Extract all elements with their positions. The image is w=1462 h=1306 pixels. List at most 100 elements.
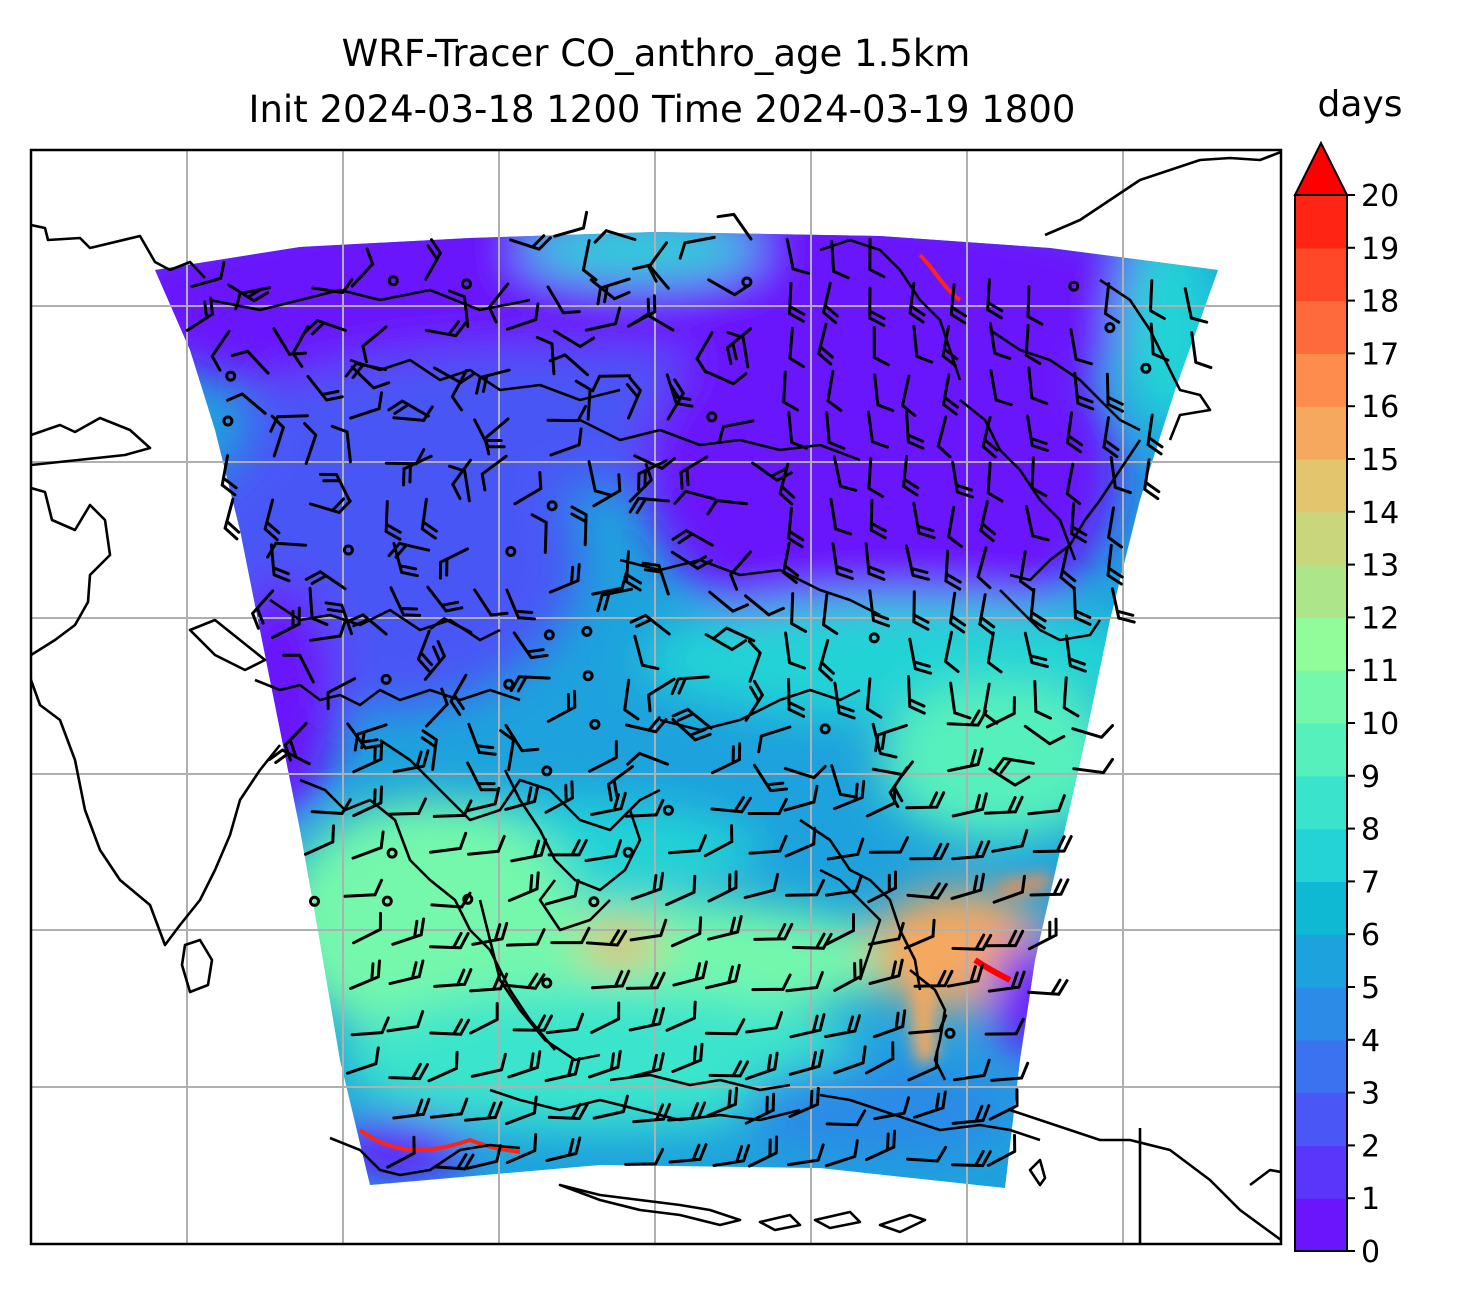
wind-barb — [433, 968, 473, 988]
wind-barb — [949, 283, 967, 325]
wind-barbs — [185, 210, 1213, 1171]
wind-barb — [825, 913, 855, 946]
colorbar-tick-label: 2 — [1361, 1129, 1380, 1164]
colorbar-tick-label: 1 — [1361, 1182, 1380, 1217]
wind-barb — [679, 455, 709, 490]
wind-barb — [1027, 366, 1049, 405]
wind-barb — [949, 591, 967, 634]
wind-barb — [549, 427, 583, 457]
wind-barb — [392, 1097, 431, 1120]
wind-barb — [830, 764, 858, 799]
wind-barb — [592, 473, 622, 508]
colorbar-tick-label: 15 — [1361, 443, 1399, 478]
wind-barb — [873, 373, 895, 412]
wind-barb — [384, 500, 402, 541]
wind-barb — [912, 590, 930, 631]
calm-wind-marker — [342, 544, 354, 556]
calm-wind-marker — [546, 500, 558, 512]
wind-barb — [942, 373, 959, 416]
wind-barb — [624, 1148, 665, 1166]
wind-barb — [544, 780, 574, 814]
wind-barb — [822, 593, 839, 635]
wind-barb — [629, 918, 668, 942]
wind-barb — [785, 971, 824, 993]
wind-barb — [1027, 978, 1069, 996]
wind-barb — [628, 496, 670, 515]
calm-wind-marker — [503, 678, 515, 690]
wind-barb — [665, 1000, 697, 1032]
wind-barb — [988, 1088, 1019, 1121]
wind-barb — [475, 368, 511, 395]
wind-barb — [530, 513, 548, 554]
wind-barb — [873, 1096, 911, 1121]
colorbar-unit-label: days — [1318, 84, 1403, 125]
wind-barb — [1190, 331, 1213, 370]
wind-barb — [988, 322, 1012, 360]
wind-barb — [505, 1095, 538, 1126]
wind-barb — [1102, 416, 1120, 459]
wind-barb — [466, 761, 499, 792]
calm-wind-marker — [588, 896, 600, 908]
wind-barb — [1023, 631, 1049, 668]
wind-barb — [788, 326, 805, 369]
wind-barb — [905, 410, 925, 450]
wind-barb — [266, 541, 308, 559]
wind-barb — [678, 235, 716, 260]
wind-barb — [592, 1094, 629, 1120]
wind-barb — [665, 874, 697, 907]
wind-barb — [695, 331, 714, 374]
colorbar-tick-label: 17 — [1361, 337, 1399, 372]
wind-barb — [319, 472, 352, 503]
wind-barb — [986, 278, 1004, 320]
calm-wind-marker — [589, 718, 601, 730]
wind-barb — [726, 330, 750, 369]
wind-barb — [757, 725, 792, 754]
wind-barb — [433, 1153, 475, 1171]
colorbar-tick-label: 8 — [1361, 813, 1380, 848]
wind-barb — [744, 679, 764, 722]
wind-barb — [505, 1133, 538, 1164]
wind-barb — [588, 740, 618, 773]
wind-barb — [324, 601, 353, 636]
wind-barb — [706, 1086, 739, 1118]
wind-barb — [903, 918, 936, 950]
colorbar-tick-label: 7 — [1361, 865, 1380, 900]
colorbar-segment — [1295, 670, 1347, 724]
wind-barb — [951, 840, 991, 861]
wind-barb — [1065, 634, 1087, 673]
wind-barb — [499, 729, 515, 772]
colorbar-tick-label: 5 — [1361, 971, 1380, 1006]
wind-barb — [590, 791, 627, 816]
wind-barb — [752, 763, 789, 793]
wind-barb — [426, 585, 464, 613]
wind-barb — [389, 586, 422, 617]
colorbar-tick-label: 6 — [1361, 918, 1380, 953]
wind-barb — [185, 296, 214, 332]
wind-barb — [707, 915, 743, 941]
wind-barb — [1032, 835, 1073, 854]
wind-barb — [420, 497, 438, 540]
wind-barb — [625, 376, 642, 420]
wind-barb — [429, 931, 470, 950]
wind-barb — [782, 370, 799, 412]
wind-barb — [703, 824, 734, 858]
wind-barb — [230, 349, 270, 375]
wind-barb — [783, 784, 819, 812]
wind-barb — [1106, 543, 1124, 586]
map-frame — [29, 148, 1283, 1246]
wind-barb — [947, 747, 984, 773]
wind-barb — [818, 638, 835, 682]
wind-barb — [467, 834, 506, 856]
wind-barb — [429, 831, 468, 854]
wind-barb — [548, 353, 589, 377]
colorbar-tick-label: 13 — [1361, 549, 1399, 584]
wind-barb — [448, 464, 471, 503]
calm-wind-marker — [222, 415, 234, 427]
calm-wind-marker — [381, 895, 393, 907]
wind-barb — [989, 369, 1013, 407]
wind-barb — [641, 561, 670, 596]
wind-barb — [743, 872, 780, 900]
wind-barb — [223, 497, 241, 541]
wind-barb — [647, 677, 676, 713]
